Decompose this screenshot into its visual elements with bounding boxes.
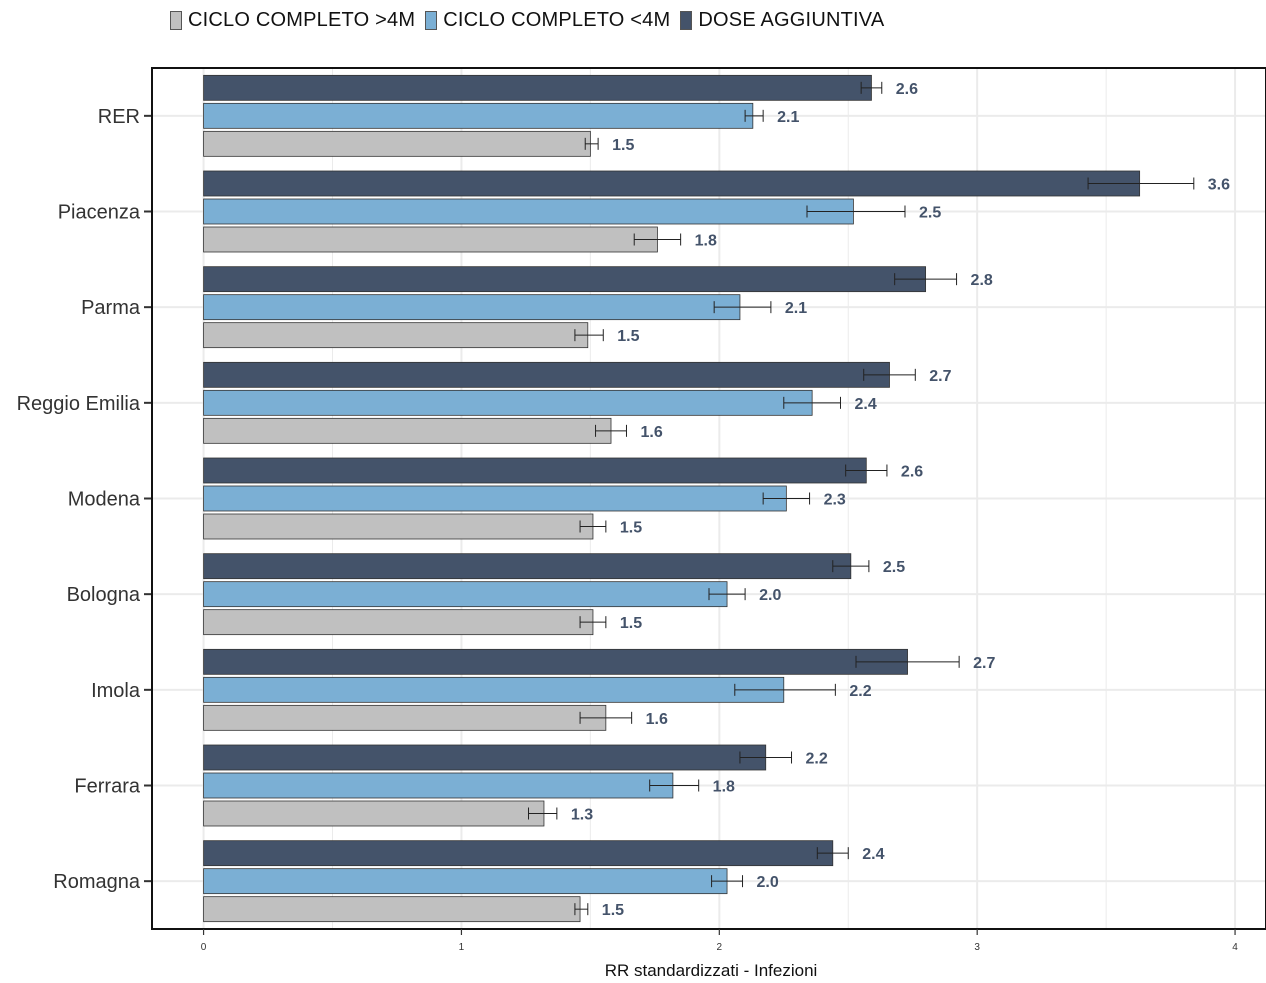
x-tick-label: 3 [974, 942, 980, 953]
legend-label-ciclo-entro-4m: CICLO COMPLETO <4M [443, 8, 671, 31]
value-label-modena-ciclo-completo-4m: 1.5 [620, 520, 642, 537]
value-label-rer-ciclo-completo-4m: 2.1 [777, 109, 799, 126]
legend-swatch-dose-aggiuntiva [680, 10, 693, 30]
legend-swatch-ciclo-oltre-4m [170, 10, 182, 30]
x-axis-title: RR standardizzati - Infezioni [605, 961, 818, 980]
value-label-bologna-dose-aggiuntiva: 2.5 [883, 559, 905, 576]
legend-label-ciclo-oltre-4m: CICLO COMPLETO >4M [188, 8, 416, 31]
bar-rer-ciclo-completo-4m [203, 130, 591, 157]
x-tick-label: 0 [201, 942, 207, 953]
x-tick-label: 2 [717, 942, 723, 953]
value-label-parma-ciclo-completo-4m: 1.5 [617, 328, 639, 345]
axes-layer: RER Piacenza Parma Reggio Emilia Modena Bolog… [17, 67, 1266, 953]
plot-panel-border [151, 67, 1266, 930]
bar-piacenza-ciclo-completo-4m [203, 198, 854, 225]
value-label-romagna-dose-aggiuntiva: 2.4 [862, 846, 884, 863]
bar-modena-ciclo-completo-4m [203, 513, 594, 540]
bar-modena-dose-aggiuntiva [203, 457, 867, 484]
bar-modena-ciclo-completo-4m [203, 485, 787, 512]
bar-romagna-ciclo-completo-4m [203, 868, 728, 895]
bar-imola-ciclo-completo-4m [203, 704, 607, 731]
value-label-parma-ciclo-completo-4m: 2.1 [785, 300, 807, 317]
value-label-reggio-emilia-ciclo-completo-4m: 2.4 [855, 396, 877, 413]
x-tick-label: 4 [1232, 942, 1238, 953]
value-label-romagna-ciclo-completo-4m: 1.5 [602, 902, 624, 919]
bar-romagna-dose-aggiuntiva [203, 840, 834, 867]
bars-layer: 2.6 2.1 1.5 3.6 2.5 1.8 2.8 2.1 1.5 2.7 2.4 1.6 2.6 2… [203, 74, 1230, 923]
y-tick-label-parma: Parma [81, 297, 141, 319]
bar-parma-ciclo-completo-4m [203, 322, 589, 349]
bar-parma-ciclo-completo-4m [203, 294, 741, 321]
bar-imola-ciclo-completo-4m [203, 676, 785, 703]
bar-ferrara-dose-aggiuntiva [203, 744, 767, 771]
value-label-imola-ciclo-completo-4m: 1.6 [646, 711, 668, 728]
value-label-ferrara-ciclo-completo-4m: 1.8 [713, 779, 735, 796]
bar-bologna-dose-aggiuntiva [203, 553, 852, 580]
value-label-ferrara-dose-aggiuntiva: 2.2 [806, 751, 828, 768]
value-label-modena-ciclo-completo-4m: 2.3 [824, 492, 846, 509]
legend-swatch-ciclo-entro-4m [425, 10, 438, 30]
bar-romagna-ciclo-completo-4m [203, 896, 581, 923]
value-label-ferrara-ciclo-completo-4m: 1.3 [571, 807, 593, 824]
value-label-imola-dose-aggiuntiva: 2.7 [973, 655, 995, 672]
x-tick-label: 1 [459, 942, 465, 953]
value-label-reggio-emilia-dose-aggiuntiva: 2.7 [929, 368, 951, 385]
bar-rer-dose-aggiuntiva [203, 74, 872, 101]
value-label-rer-dose-aggiuntiva: 2.6 [896, 81, 918, 98]
value-label-piacenza-dose-aggiuntiva: 3.6 [1208, 177, 1230, 194]
y-tick-label-imola: Imola [91, 680, 141, 702]
bar-bologna-ciclo-completo-4m [203, 581, 728, 608]
chart-legend: CICLO COMPLETO >4M CICLO COMPLETO <4M DO… [170, 6, 894, 34]
y-tick-label-ferrara: Ferrara [74, 776, 140, 798]
bar-reggio-emilia-ciclo-completo-4m [203, 417, 612, 444]
y-tick-label-piacenza: Piacenza [58, 202, 141, 224]
value-label-rer-ciclo-completo-4m: 1.5 [612, 137, 634, 154]
bar-ferrara-ciclo-completo-4m [203, 772, 674, 799]
y-tick-label-rer: RER [98, 106, 140, 128]
value-label-imola-ciclo-completo-4m: 2.2 [849, 683, 871, 700]
bar-reggio-emilia-ciclo-completo-4m [203, 389, 813, 416]
legend-item-dose-aggiuntiva: DOSE AGGIUNTIVA [680, 9, 884, 32]
bar-parma-dose-aggiuntiva [203, 266, 927, 293]
legend-label-dose-aggiuntiva: DOSE AGGIUNTIVA [698, 8, 885, 31]
value-label-bologna-ciclo-completo-4m: 2.0 [759, 587, 781, 604]
y-tick-label-modena: Modena [68, 489, 141, 511]
value-label-parma-dose-aggiuntiva: 2.8 [971, 272, 993, 289]
bar-imola-dose-aggiuntiva [203, 648, 908, 675]
y-tick-label-reggio-emilia: Reggio Emilia [17, 393, 141, 415]
legend-item-ciclo-entro-4m: CICLO COMPLETO <4M [425, 9, 670, 32]
value-label-reggio-emilia-ciclo-completo-4m: 1.6 [640, 424, 662, 441]
value-label-modena-dose-aggiuntiva: 2.6 [901, 464, 923, 481]
bar-reggio-emilia-dose-aggiuntiva [203, 361, 890, 388]
legend-item-ciclo-oltre-4m: CICLO COMPLETO >4M [170, 9, 415, 32]
value-label-bologna-ciclo-completo-4m: 1.5 [620, 615, 642, 632]
bar-bologna-ciclo-completo-4m [203, 609, 594, 636]
bar-piacenza-dose-aggiuntiva [203, 170, 1141, 197]
bar-rer-ciclo-completo-4m [203, 102, 754, 129]
y-tick-label-romagna: Romagna [53, 871, 141, 893]
y-tick-label-bologna: Bologna [67, 584, 141, 606]
bar-ferrara-ciclo-completo-4m [203, 800, 545, 827]
bar-piacenza-ciclo-completo-4m [203, 226, 658, 253]
value-label-piacenza-ciclo-completo-4m: 2.5 [919, 205, 941, 222]
value-label-piacenza-ciclo-completo-4m: 1.8 [695, 233, 717, 250]
value-label-romagna-ciclo-completo-4m: 2.0 [757, 874, 779, 891]
